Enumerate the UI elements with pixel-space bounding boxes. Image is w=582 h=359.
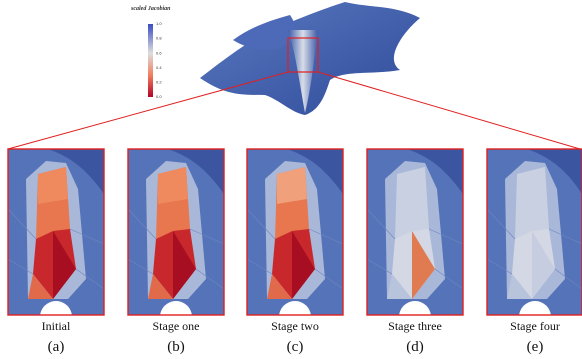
panel-label: (b)	[167, 339, 185, 355]
zoom-panel: Stage three (d)	[367, 149, 463, 355]
panel-content	[128, 149, 224, 333]
colorbar-tick: 0.8	[156, 36, 162, 41]
colorbar-tick: 0.4	[156, 65, 162, 70]
colorbar-tick: 0.0	[156, 94, 162, 99]
zoom-line	[318, 72, 580, 149]
panel-caption: Stage two	[271, 319, 319, 333]
colorbar-tick: 0.6	[156, 50, 162, 55]
panel-caption: Stage one	[153, 319, 200, 333]
panel-label: (d)	[406, 339, 424, 355]
mesh-face	[395, 167, 429, 239]
panel-caption: Stage four	[510, 319, 560, 333]
mesh-face	[515, 167, 549, 239]
panel-caption: Initial	[42, 319, 71, 333]
zoom-panel: Stage one (b)	[128, 149, 224, 355]
colorbar-title: scaled Jacobian	[130, 6, 171, 12]
zoom-panel: Stage four (e)	[487, 149, 582, 355]
colorbar-tick: 0.2	[156, 79, 162, 84]
panel-content	[247, 149, 343, 333]
panel-label: (a)	[48, 339, 65, 355]
mesh-surface	[200, 2, 420, 115]
panel-content	[487, 149, 582, 333]
figure: scaled Jacobian 1.0 0.8 0.6 0.4 0.2 0.0 Initi…	[0, 0, 582, 359]
panel-label: (c)	[287, 339, 304, 355]
panel-label: (e)	[527, 339, 544, 355]
zoom-panel: Stage two (c)	[247, 149, 343, 355]
panel-content	[8, 149, 104, 333]
colorbar-tick: 1.0	[156, 21, 162, 26]
panel-content	[367, 149, 463, 333]
colorbar	[148, 24, 153, 97]
zoom-panel: Initial (a)	[8, 149, 104, 355]
panel-caption: Stage three	[388, 319, 442, 333]
